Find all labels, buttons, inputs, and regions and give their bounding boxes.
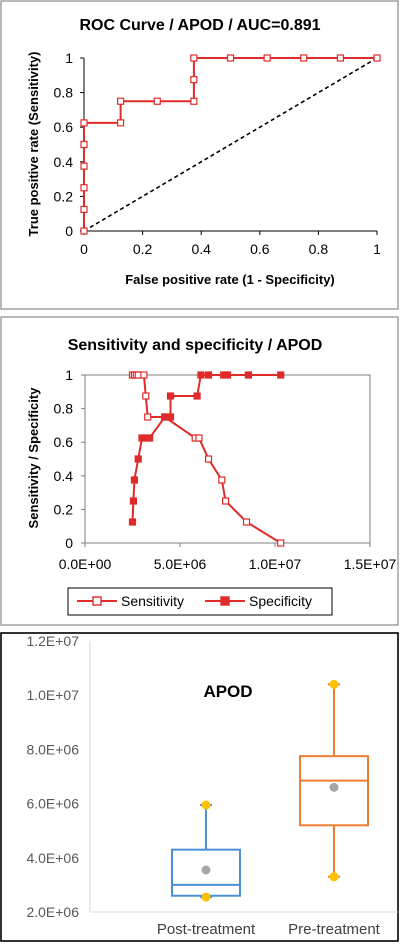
roc-x-tick-label: 0.2 <box>133 241 153 257</box>
box-pre-treatment-mean-point <box>329 782 339 792</box>
box-post-treatment-min-point <box>201 892 211 902</box>
legend-specificity-marker <box>220 596 230 606</box>
sensspec-y-tick-label: 0.8 <box>54 401 74 417</box>
roc-point <box>336 54 344 62</box>
specificity-point <box>197 371 205 379</box>
sensspec-y-axis-label: Sensitivity / Specificity <box>26 387 41 529</box>
box-title: APOD <box>203 682 252 701</box>
sensspec-legend: Sensitivity Specificity <box>67 587 333 616</box>
specificity-point <box>244 371 252 379</box>
roc-y-tick-label: 0.6 <box>54 119 74 135</box>
specificity-point <box>146 434 154 442</box>
sensitivity-point <box>242 518 251 526</box>
sensspec-y-tick-label: 0.4 <box>54 468 74 484</box>
roc-x-tick-label: 0.4 <box>191 241 211 257</box>
roc-point <box>263 54 271 62</box>
roc-point <box>117 97 125 105</box>
specificity-point <box>129 497 138 505</box>
roc-point <box>153 97 161 105</box>
roc-title: ROC Curve / APOD / AUC=0.891 <box>79 17 320 34</box>
sensspec-y-tick-label: 0.6 <box>54 434 74 450</box>
sensspec-plot-area: 0.0E+00 5.0E+06 1.0E+07 1.5E+07 0 0.2 0.4 0.6 0.… <box>54 367 397 572</box>
roc-plot-area: 0 0.2 0.4 0.6 0.8 1 0 0.2 0.4 0.6 0.8 1 <box>54 50 382 257</box>
roc-x-tick-label: 0.6 <box>250 241 270 257</box>
roc-point <box>190 54 198 62</box>
box-y-tick-label: 1.2E+07 <box>26 633 79 649</box>
roc-point <box>80 227 88 235</box>
legend-sensitivity-marker <box>92 596 102 606</box>
roc-point <box>226 54 235 62</box>
sensspec-x-tick-label: 5.0E+06 <box>154 556 207 572</box>
sensitivity-point <box>140 371 148 379</box>
sensitivity-point <box>204 455 213 463</box>
roc-point <box>80 140 88 149</box>
sensitivity-point <box>142 392 150 400</box>
box-pre-treatment-max-point <box>329 679 339 689</box>
specificity-point <box>128 518 137 526</box>
legend-sensitivity-label: Sensitivity <box>121 593 184 609</box>
specificity-point <box>277 371 285 379</box>
roc-point <box>80 162 88 170</box>
box-post-treatment-mean-point <box>201 865 211 875</box>
box-plot-area: 2.0E+06 4.0E+06 6.0E+06 8.0E+06 1.0E+07 1.2E+… <box>26 633 398 938</box>
sensitivity-point <box>144 413 152 421</box>
roc-point <box>80 205 88 213</box>
legend-specificity-label: Specificity <box>249 593 312 609</box>
specificity-point <box>166 392 175 400</box>
roc-y-tick-label: 0 <box>65 223 73 239</box>
roc-y-tick-label: 1 <box>65 50 73 66</box>
box-pre-treatment-min-point <box>329 872 339 882</box>
roc-x-tick-label: 1 <box>373 241 381 257</box>
roc-point <box>300 54 308 62</box>
box-pre-treatment-category-label: Pre-treatment <box>288 921 381 938</box>
sensspec-title: Sensitivity and specificity / APOD <box>68 337 323 354</box>
box-y-tick-label: 6.0E+06 <box>26 796 79 812</box>
sensitivity-point <box>277 539 285 547</box>
roc-panel-border <box>0 0 399 310</box>
sensspec-x-tick-label: 1.0E+07 <box>249 556 302 572</box>
specificity-point <box>166 413 175 421</box>
box-post-treatment-max-point <box>201 800 211 810</box>
roc-diagonal-reference-line <box>83 57 378 232</box>
roc-y-axis-label: True positive rate (Sensitivity) <box>26 52 41 237</box>
sensitivity-point <box>218 476 226 484</box>
box-y-tick-label: 8.0E+06 <box>26 741 79 757</box>
box-post-treatment-category-label: Post-treatment <box>157 921 256 938</box>
sensspec-x-tick-label: 0.0E+00 <box>59 556 112 572</box>
roc-point <box>80 119 88 127</box>
sensspec-x-tick-label: 1.5E+07 <box>344 556 397 572</box>
box-y-tick-label: 4.0E+06 <box>26 850 79 866</box>
specificity-point <box>130 476 138 484</box>
specificity-point <box>193 392 201 400</box>
sensitivity-point <box>222 497 230 505</box>
roc-point <box>190 97 198 105</box>
roc-y-tick-label: 0.8 <box>54 85 74 101</box>
sensspec-y-tick-label: 0.2 <box>54 501 74 517</box>
specificity-point <box>223 371 232 379</box>
roc-point <box>373 54 381 62</box>
roc-y-tick-label: 0.2 <box>54 188 74 204</box>
sensspec-panel-border <box>0 316 399 626</box>
sensitivity-point <box>195 434 203 442</box>
roc-x-tick-label: 0.8 <box>309 241 329 257</box>
specificity-point <box>134 455 142 463</box>
roc-x-tick-label: 0 <box>80 241 88 257</box>
sensspec-y-tick-label: 0 <box>65 535 73 551</box>
sensspec-y-tick-label: 1 <box>65 367 73 383</box>
roc-point <box>117 119 125 127</box>
box-y-tick-label: 1.0E+07 <box>26 687 79 703</box>
roc-point <box>190 76 198 84</box>
box-y-tick-label: 2.0E+06 <box>26 904 79 920</box>
roc-x-axis-label: False positive rate (1 - Specificity) <box>125 272 335 287</box>
specificity-point <box>204 371 213 379</box>
roc-y-tick-label: 0.4 <box>54 154 74 170</box>
roc-point <box>80 184 88 192</box>
